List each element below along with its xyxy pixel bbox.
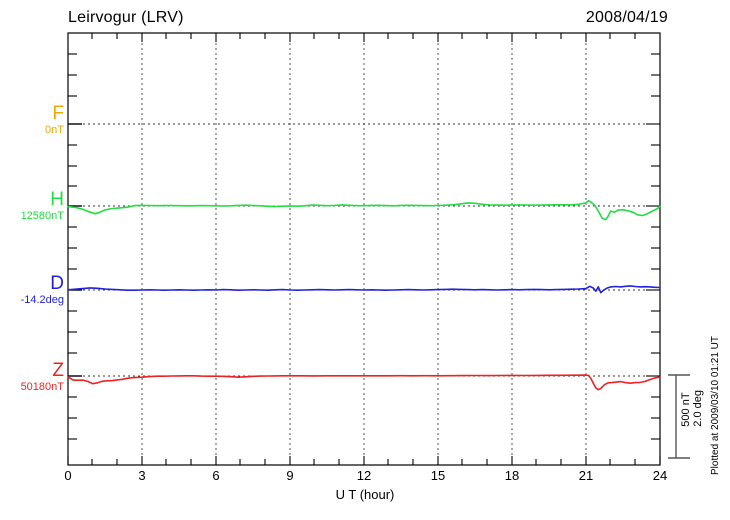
scale-bar-marker: [668, 374, 690, 459]
x-tick-label-18: 18: [504, 468, 520, 483]
component-value-F: 0nT: [45, 124, 64, 136]
component-letter-Z: Z: [52, 360, 64, 381]
trace-D: [67, 285, 661, 294]
scale-bar-nt: 500 nT: [680, 392, 692, 427]
x-tick-label-0: 0: [64, 468, 72, 483]
component-letter-F: F: [52, 103, 64, 124]
x-tick-label-6: 6: [212, 468, 220, 483]
y-axis-right-ticks: [646, 53, 660, 440]
x-axis-ticks: [67, 456, 661, 465]
y-axis-major-ticks: [68, 123, 82, 377]
component-value-H: 12580nT: [20, 210, 64, 222]
x-tick-label-12: 12: [356, 468, 372, 483]
x-tick-label-3: 3: [138, 468, 146, 483]
component-label-D: D -14.2deg: [0, 274, 64, 306]
trace-H: [67, 199, 661, 221]
plotted-at-text: Plotted at 2009/03/10 01:21 UT: [710, 336, 721, 475]
x-tick-label-15: 15: [430, 468, 446, 483]
trace-layer: [67, 199, 661, 391]
component-label-F: F 0nT: [0, 104, 64, 136]
x-tick-label-24: 24: [652, 468, 668, 483]
x-axis-title: U T (hour): [335, 487, 395, 502]
x-tick-label-21: 21: [578, 468, 594, 483]
component-letter-D: D: [50, 273, 64, 294]
component-letter-H: H: [50, 189, 64, 210]
station-title: Leirvogur (LRV): [68, 9, 184, 26]
scale-bar-deg: 2.0 deg: [692, 390, 704, 427]
component-label-H: H 12580nT: [0, 190, 64, 222]
x-axis-top-ticks: [91, 33, 636, 42]
trace-Z: [67, 374, 661, 391]
x-tick-label-9: 9: [286, 468, 294, 483]
observation-date: 2008/04/19: [585, 9, 668, 26]
vertical-gridlines: [141, 33, 587, 465]
scale-bar-label: 500 nT 2.0 deg: [680, 390, 704, 427]
component-value-Z: 50180nT: [20, 381, 64, 393]
y-axis-minor-ticks: [68, 53, 77, 440]
component-label-Z: Z 50180nT: [0, 361, 64, 393]
component-value-D: -14.2deg: [20, 294, 64, 306]
